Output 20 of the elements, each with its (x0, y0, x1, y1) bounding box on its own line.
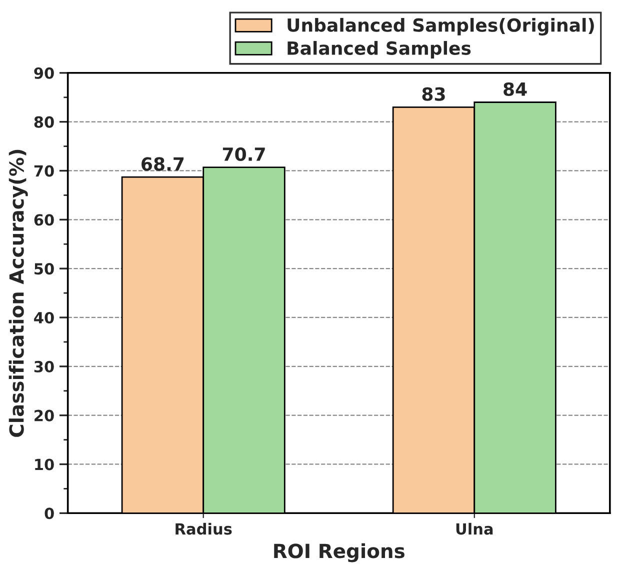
data-label: 68.7 (142, 157, 184, 171)
y-tick-label: 20 (34, 410, 54, 422)
legend-label: Balanced Samples (288, 40, 471, 58)
y-tick-label: 30 (34, 360, 54, 372)
data-label: 70.7 (222, 147, 265, 162)
y-axis-title: Classification Accuracy(%) (8, 150, 28, 437)
legend-label: Unbalanced Samples(Original) (288, 18, 594, 36)
y-tick-label: 50 (34, 263, 54, 275)
y-tick-label: 10 (35, 458, 54, 470)
data-label: 84 (504, 82, 527, 96)
data-label: 83 (422, 87, 445, 101)
y-tick-label: 40 (34, 312, 54, 324)
y-tick-label: 80 (34, 116, 54, 128)
x-axis-title: ROI Regions (274, 543, 404, 562)
y-tick-label: 90 (34, 67, 54, 79)
y-tick-label: 0 (44, 508, 54, 520)
x-tick-label: Ulna (456, 522, 493, 535)
y-tick-label: 60 (34, 214, 54, 226)
y-tick-label: 70 (34, 165, 54, 177)
x-tick-label: Radius (176, 522, 232, 535)
